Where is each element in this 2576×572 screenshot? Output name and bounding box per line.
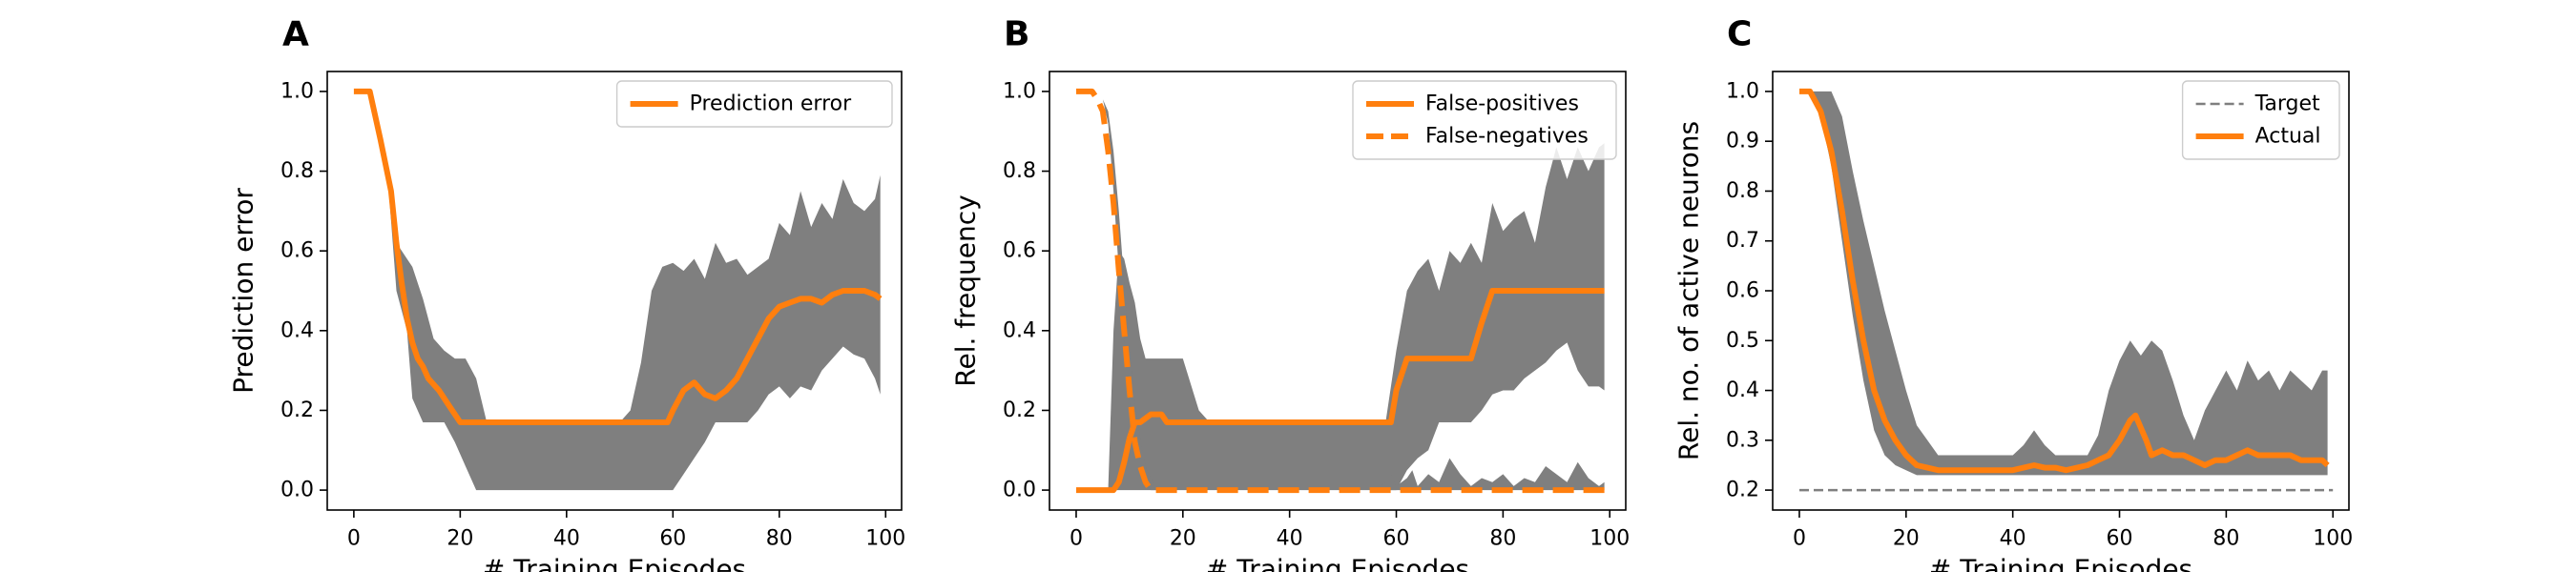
x-tick-label: 20 bbox=[1893, 527, 1920, 551]
y-tick-label: 0.8 bbox=[280, 159, 314, 183]
panel-letter: C bbox=[1727, 15, 1752, 54]
x-tick-label: 40 bbox=[553, 527, 580, 551]
x-tick-label: 100 bbox=[2313, 527, 2353, 551]
y-tick-label: 0.6 bbox=[1726, 279, 1759, 303]
x-tick-label: 40 bbox=[1277, 527, 1303, 551]
axes-frame bbox=[1049, 71, 1627, 511]
confidence-band-1 bbox=[353, 91, 881, 491]
y-tick-label: 0.4 bbox=[1003, 318, 1036, 342]
x-axis-label: # Training Episodes bbox=[1206, 554, 1469, 572]
x-tick-label: 60 bbox=[659, 527, 686, 551]
panel-c: C 0 20 40 60 80 100 0.2 0.3 0.4 0.5 0.6 0.7 0.8 0.9 1.0… bbox=[1673, 15, 2354, 572]
x-tick-label: 0 bbox=[347, 527, 361, 551]
legend-box bbox=[2181, 80, 2340, 160]
x-tick-label: 20 bbox=[1170, 527, 1196, 551]
y-tick-label: 0.8 bbox=[1726, 179, 1759, 203]
legend-label: Prediction error bbox=[690, 92, 852, 116]
y-tick-label: 0.7 bbox=[1726, 229, 1759, 253]
y-tick-label: 0.2 bbox=[1726, 479, 1759, 502]
y-tick-label: 0.2 bbox=[280, 398, 314, 422]
x-tick-label: 80 bbox=[1489, 527, 1516, 551]
y-axis-label: Prediction error bbox=[228, 188, 260, 394]
legend: Target Actual bbox=[2181, 80, 2340, 160]
y-axis-label: Rel. no. of active neurons bbox=[1673, 121, 1705, 460]
plot-area bbox=[353, 88, 883, 491]
legend-box bbox=[1352, 80, 1617, 160]
legend-label: Target bbox=[2254, 92, 2320, 116]
y-tick-label: 0.0 bbox=[280, 479, 314, 502]
y-tick-label: 0.6 bbox=[280, 239, 314, 263]
plot-area bbox=[1799, 88, 2334, 492]
y-tick-label: 0.8 bbox=[1003, 159, 1036, 183]
x-tick-label: 100 bbox=[1589, 527, 1630, 551]
legend: Prediction error bbox=[615, 80, 893, 128]
legend-box bbox=[615, 80, 893, 128]
x-tick-label: 80 bbox=[2212, 527, 2239, 551]
y-tick-label: 0.2 bbox=[1003, 398, 1036, 422]
series-line-prediction-error bbox=[353, 88, 883, 425]
y-tick-label: 0.6 bbox=[1003, 239, 1036, 263]
series-line-false-negatives bbox=[1076, 88, 1605, 494]
y-tick-label: 0.5 bbox=[1726, 329, 1759, 353]
y-tick-label: 0.4 bbox=[280, 318, 314, 342]
y-tick-label: 1.0 bbox=[1003, 79, 1036, 103]
x-tick-label: 20 bbox=[447, 527, 473, 551]
confidence-band-1 bbox=[1076, 143, 1605, 491]
legend-label: False-positives bbox=[1425, 92, 1579, 116]
y-tick-label: 1.0 bbox=[280, 79, 314, 103]
y-tick-label: 0.9 bbox=[1726, 130, 1759, 153]
x-axis-label: # Training Episodes bbox=[1929, 554, 2192, 572]
x-tick-label: 100 bbox=[865, 527, 905, 551]
axes-frame bbox=[326, 71, 903, 511]
y-tick-label: 0.0 bbox=[1003, 479, 1036, 502]
legend-label: False-negatives bbox=[1425, 125, 1589, 149]
y-axis-label: Rel. frequency bbox=[950, 194, 982, 386]
panel-a: A 0 20 40 60 80 100 0.0 0.2 0.4 0.6 0.8 1.0 # Trainin… bbox=[228, 15, 906, 572]
confidence-band-1 bbox=[1799, 91, 2328, 476]
x-axis-label: # Training Episodes bbox=[483, 554, 746, 572]
x-tick-label: 0 bbox=[1070, 527, 1083, 551]
series-line-false-positives bbox=[1076, 288, 1605, 494]
x-tick-label: 60 bbox=[2107, 527, 2133, 551]
panel-letter: B bbox=[1004, 15, 1029, 54]
x-tick-label: 80 bbox=[766, 527, 793, 551]
panel-letter: A bbox=[282, 15, 309, 54]
legend-label: Actual bbox=[2255, 125, 2321, 149]
series-line-actual bbox=[1799, 88, 2330, 474]
y-tick-label: 0.3 bbox=[1726, 428, 1759, 452]
y-tick-label: 1.0 bbox=[1726, 79, 1759, 103]
x-tick-label: 0 bbox=[1793, 527, 1806, 551]
x-tick-label: 60 bbox=[1383, 527, 1410, 551]
y-tick-label: 0.4 bbox=[1726, 378, 1759, 402]
x-tick-label: 40 bbox=[2000, 527, 2026, 551]
plot-area bbox=[1076, 88, 1605, 494]
panel-b: B 0 20 40 60 80 100 0.0 0.2 0.4 0.6 0.8 1.0 # Trainin… bbox=[950, 15, 1631, 572]
confidence-band-3 bbox=[1375, 458, 1605, 491]
legend: False-positives False-negatives bbox=[1352, 80, 1617, 160]
